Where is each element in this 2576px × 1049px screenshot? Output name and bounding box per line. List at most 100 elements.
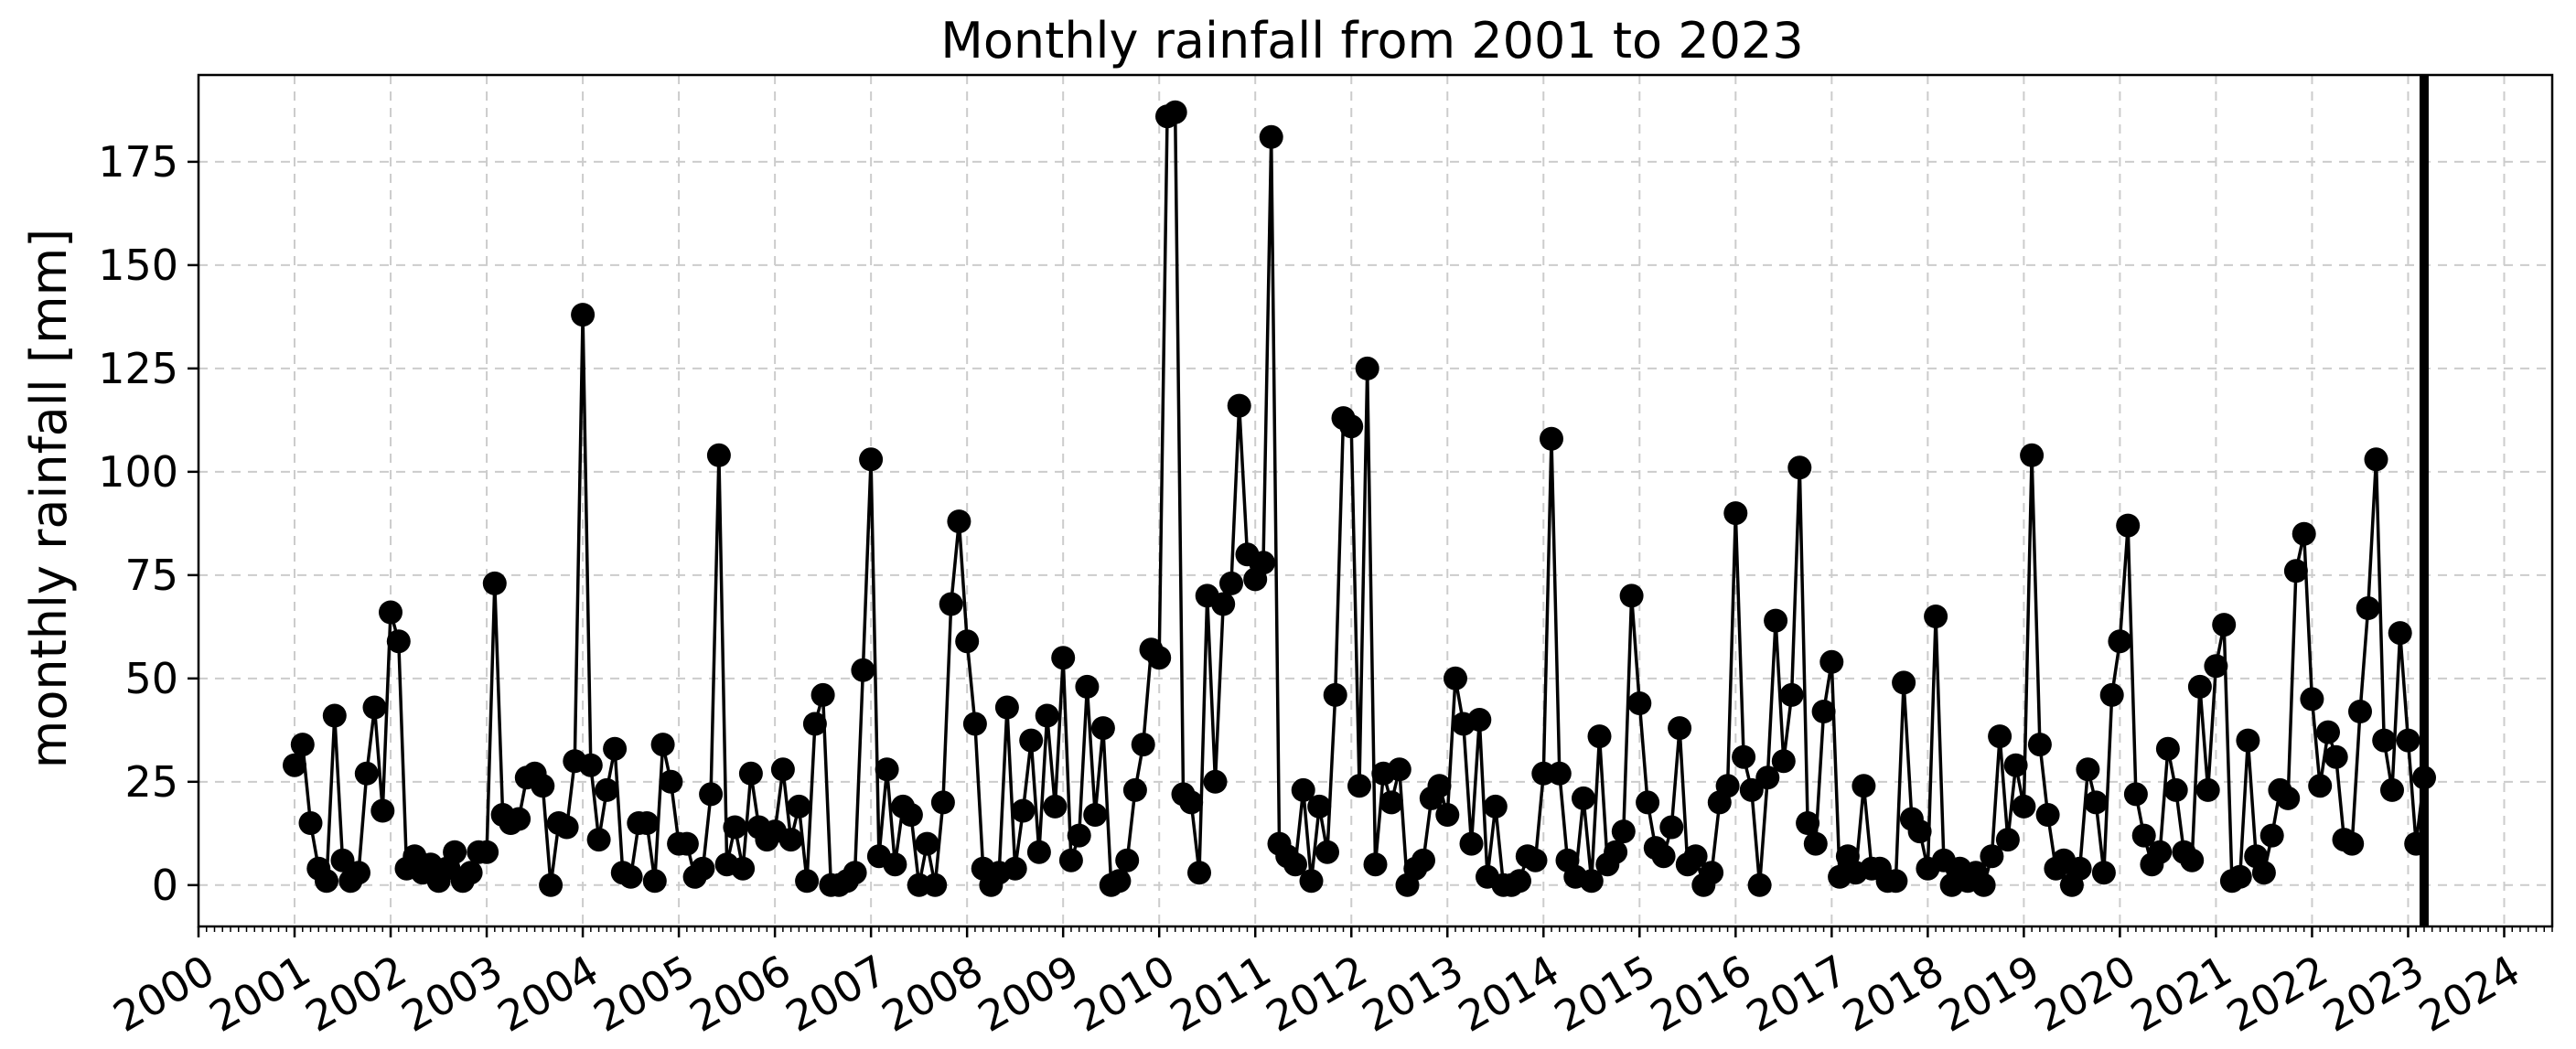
data-point — [290, 733, 315, 757]
data-point — [2195, 777, 2220, 802]
data-point — [1299, 869, 1324, 894]
data-point — [1971, 872, 1996, 897]
data-point — [787, 794, 811, 819]
data-point — [851, 658, 875, 682]
data-point — [1075, 674, 1100, 699]
x-tick-label: 2024 — [2410, 946, 2528, 1042]
data-point — [283, 753, 306, 777]
x-tick-label: 2017 — [1738, 946, 1855, 1042]
data-point — [1779, 682, 1804, 707]
data-point — [458, 861, 483, 885]
data-point — [1035, 703, 1059, 728]
data-point — [802, 712, 827, 736]
data-point — [994, 695, 1019, 720]
x-tick-label: 2003 — [393, 946, 510, 1042]
data-point — [2076, 757, 2100, 782]
data-point — [2212, 613, 2237, 637]
data-point — [2380, 777, 2404, 802]
x-tick-label: 2016 — [1642, 946, 1759, 1042]
x-tick-label: 2018 — [1834, 946, 1951, 1042]
data-point — [2364, 447, 2388, 472]
data-point — [1723, 501, 1748, 526]
data-point — [635, 811, 660, 835]
data-point — [1892, 670, 1916, 695]
x-tick-label: 2012 — [1258, 946, 1375, 1042]
data-point — [2099, 682, 2124, 707]
data-point — [731, 856, 756, 881]
data-point — [482, 571, 507, 595]
data-point — [1700, 861, 1724, 885]
data-series — [283, 75, 2436, 926]
data-point — [2259, 823, 2284, 848]
data-point — [2027, 733, 2052, 757]
data-point — [2372, 728, 2397, 753]
data-point — [1179, 790, 1204, 815]
data-point — [1379, 790, 1403, 815]
data-point — [930, 790, 955, 815]
data-point — [2300, 687, 2324, 712]
data-point — [1852, 774, 1876, 798]
data-point — [2276, 786, 2301, 810]
data-point — [571, 303, 596, 327]
data-point — [2227, 864, 2252, 889]
data-point — [723, 815, 747, 840]
x-tick-label: 2013 — [1354, 946, 1471, 1042]
x-tick-label: 2006 — [682, 946, 799, 1042]
data-point — [1427, 774, 1452, 798]
data-point — [2035, 803, 2060, 827]
data-point — [315, 869, 338, 894]
data-point — [1980, 844, 2004, 869]
data-point — [1755, 765, 1780, 790]
data-point — [1483, 794, 1508, 819]
data-point — [539, 872, 564, 897]
data-point — [1090, 716, 1115, 741]
series-line — [293, 110, 2426, 887]
data-point — [2388, 621, 2412, 646]
data-point — [2236, 728, 2260, 753]
data-point — [578, 753, 603, 777]
data-point — [2356, 596, 2380, 620]
data-point — [1315, 840, 1339, 864]
data-point — [1611, 819, 1636, 844]
data-point — [2148, 840, 2173, 864]
data-point — [2204, 654, 2228, 679]
data-point — [1347, 774, 1371, 798]
data-point — [586, 828, 611, 852]
x-tick-label: 2020 — [2026, 946, 2143, 1042]
data-point — [1467, 708, 1492, 732]
data-point — [1508, 869, 1531, 894]
data-point — [1219, 571, 1243, 595]
data-point — [939, 592, 963, 616]
x-tick-label: 2001 — [201, 946, 318, 1042]
data-point — [1988, 724, 2012, 749]
data-point — [2180, 848, 2205, 872]
data-point — [843, 861, 867, 885]
data-point — [2324, 744, 2348, 769]
data-point — [1668, 716, 1692, 741]
data-point — [691, 856, 715, 881]
data-point — [1683, 844, 1708, 869]
data-point — [1572, 786, 1595, 810]
data-point — [1739, 777, 1764, 802]
data-point — [603, 736, 628, 761]
data-point — [1619, 583, 1644, 608]
data-point — [2251, 861, 2276, 885]
y-tick-label: 50 — [124, 654, 178, 703]
data-point — [1444, 666, 1467, 690]
data-point — [2116, 513, 2141, 538]
chart-title: Monthly rainfall from 2001 to 2023 — [940, 12, 1803, 70]
data-point — [2283, 559, 2308, 583]
data-point — [1051, 646, 1076, 670]
data-point — [2163, 777, 2188, 802]
data-point — [810, 682, 835, 707]
x-tick-label: 2015 — [1546, 946, 1663, 1042]
data-point — [875, 757, 899, 782]
data-point — [322, 703, 347, 728]
data-point — [2340, 831, 2365, 856]
data-point — [347, 861, 370, 885]
y-tick-label: 150 — [98, 241, 178, 290]
x-tick-label: 2019 — [1930, 946, 2047, 1042]
plot-frame — [197, 73, 2554, 928]
data-point — [770, 757, 795, 782]
data-point — [2187, 674, 2212, 699]
